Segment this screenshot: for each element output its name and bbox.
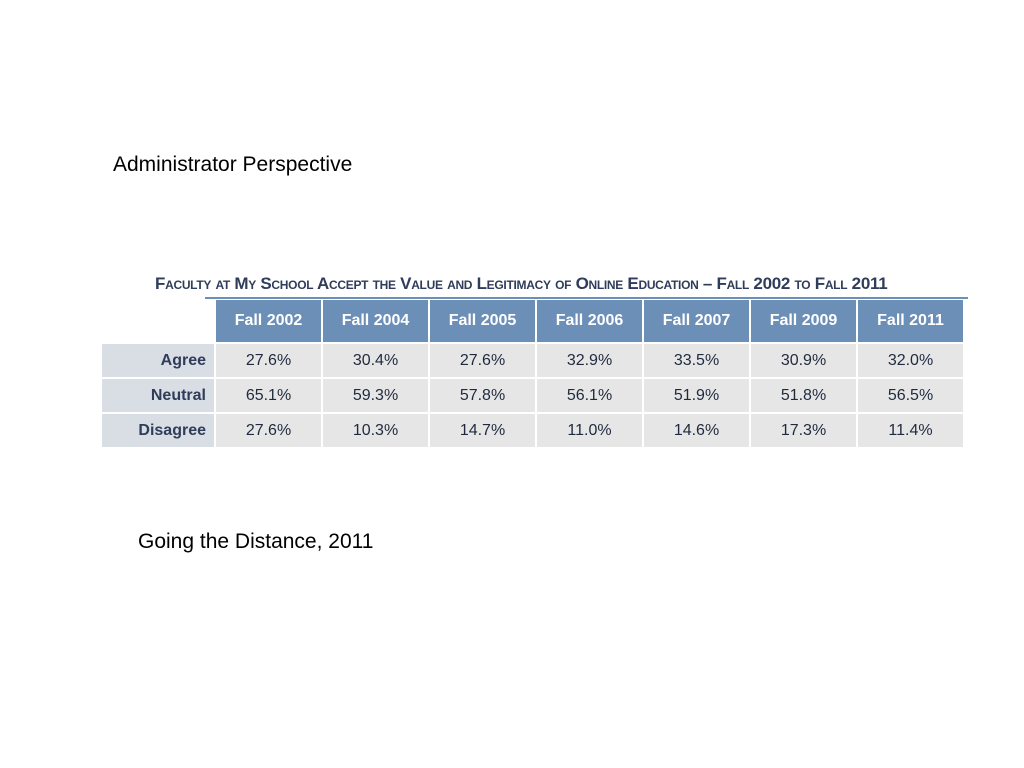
table-cell: 27.6% [216,344,321,377]
table-cell: 65.1% [216,379,321,412]
row-label: Agree [102,344,214,377]
column-header: Fall 2002 [216,300,321,342]
source-citation: Going the Distance, 2011 [138,530,374,553]
table-cell: 10.3% [323,414,428,447]
table-cell: 27.6% [216,414,321,447]
table-cell: 32.0% [858,344,963,377]
column-header: Fall 2005 [430,300,535,342]
row-label: Neutral [102,379,214,412]
table-cell: 17.3% [751,414,856,447]
table-cell: 11.4% [858,414,963,447]
slide-heading: Administrator Perspective [113,153,353,176]
table-top-rule [205,297,968,299]
table-cell: 33.5% [644,344,749,377]
column-header: Fall 2011 [858,300,963,342]
column-header: Fall 2006 [537,300,642,342]
table-row: Disagree 27.6% 10.3% 14.7% 11.0% 14.6% 1… [102,414,963,447]
table-row: Neutral 65.1% 59.3% 57.8% 56.1% 51.9% 51… [102,379,963,412]
row-label: Disagree [102,414,214,447]
table-cell: 57.8% [430,379,535,412]
table-header-row: Fall 2002 Fall 2004 Fall 2005 Fall 2006 … [102,300,963,342]
table-cell: 30.9% [751,344,856,377]
table-cell: 11.0% [537,414,642,447]
table-cell: 51.9% [644,379,749,412]
table-row: Agree 27.6% 30.4% 27.6% 32.9% 33.5% 30.9… [102,344,963,377]
column-header: Fall 2004 [323,300,428,342]
column-header: Fall 2009 [751,300,856,342]
table-cell: 56.5% [858,379,963,412]
table-cell: 30.4% [323,344,428,377]
table-cell: 14.7% [430,414,535,447]
table-cell: 56.1% [537,379,642,412]
table-title: Faculty at My School Accept the Value an… [155,274,888,293]
column-header: Fall 2007 [644,300,749,342]
table-cell: 32.9% [537,344,642,377]
data-table: Fall 2002 Fall 2004 Fall 2005 Fall 2006 … [100,298,965,449]
table-cell: 14.6% [644,414,749,447]
table-cell: 59.3% [323,379,428,412]
table-cell: 27.6% [430,344,535,377]
table-corner-cell [102,300,214,342]
table-cell: 51.8% [751,379,856,412]
